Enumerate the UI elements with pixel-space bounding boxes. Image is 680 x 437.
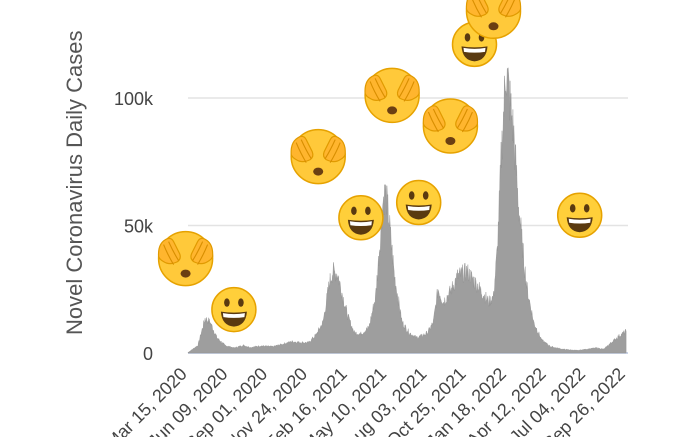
grinning-face-icon bbox=[395, 179, 442, 226]
grinning-face-icon bbox=[338, 195, 384, 241]
see-no-evil-icon bbox=[465, 0, 522, 40]
see-no-evil-icon bbox=[422, 98, 479, 154]
cases-area bbox=[187, 67, 627, 354]
see-no-evil-icon bbox=[290, 128, 346, 185]
y-tick-label: 100k bbox=[114, 89, 154, 109]
y-axis-ticks: 0 50k 100k bbox=[114, 89, 154, 364]
grinning-face-icon bbox=[556, 192, 603, 239]
cases-area-series bbox=[187, 67, 627, 354]
emoji-annotations bbox=[157, 0, 603, 333]
grinning-face-icon bbox=[451, 21, 498, 68]
y-tick-label: 0 bbox=[143, 344, 153, 364]
y-axis-title: Novel Coronavirus Daily Cases bbox=[62, 31, 87, 335]
grinning-face-icon bbox=[211, 286, 257, 333]
see-no-evil-icon bbox=[364, 67, 420, 124]
see-no-evil-icon bbox=[157, 230, 214, 287]
y-tick-label: 50k bbox=[124, 217, 154, 237]
